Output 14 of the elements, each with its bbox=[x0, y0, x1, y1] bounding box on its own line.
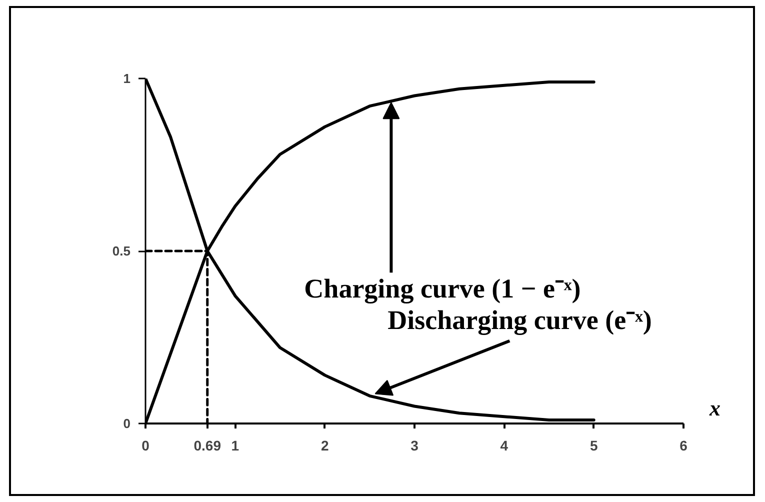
y-tick-label: 1 bbox=[123, 71, 131, 86]
x-tick-label: 3 bbox=[410, 438, 419, 454]
x-tick-label: 5 bbox=[590, 438, 598, 454]
x-tick-label: 1 bbox=[231, 438, 240, 454]
y-tick-label: 0.5 bbox=[112, 244, 131, 258]
annotation: Discharging curve (e⁻ˣ) bbox=[388, 304, 652, 335]
x-tick-label: 4 bbox=[500, 438, 508, 454]
y-tick-label: 0 bbox=[123, 416, 131, 431]
x-tick-label: 2 bbox=[320, 438, 329, 454]
x-tick-label: 6 bbox=[680, 438, 688, 454]
x-tick-label: 0 bbox=[142, 438, 150, 454]
x-axis-title: x bbox=[708, 396, 720, 420]
annotation: Charging curve (1 − e⁻ˣ) bbox=[304, 274, 581, 304]
x-tick-label: 0.69 bbox=[194, 438, 222, 454]
